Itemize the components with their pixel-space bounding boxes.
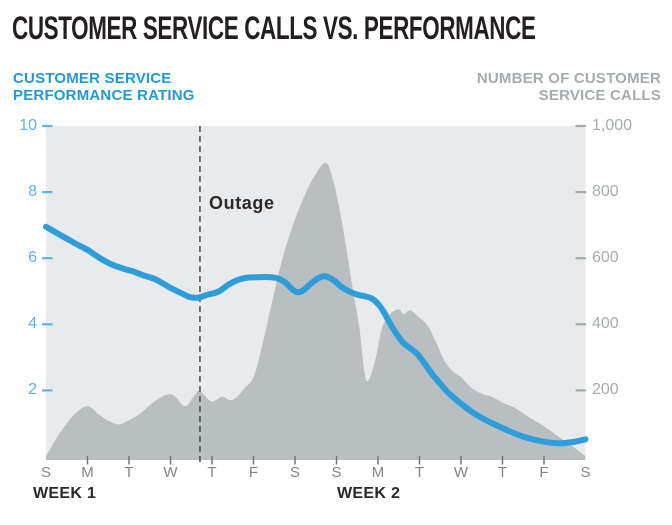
day-label: W <box>453 464 469 481</box>
left-axis-tick-label: 6 <box>28 249 37 267</box>
day-label: M <box>81 464 94 481</box>
right-axis-legend-line1: NUMBER OF CUSTOMER <box>476 70 661 87</box>
day-label: W <box>163 464 178 481</box>
chart-title: CUSTOMER SERVICE CALLS VS. PERFORMANCE <box>12 10 536 46</box>
day-label: T <box>497 464 508 481</box>
calls-area-series <box>46 162 586 460</box>
left-axis-tick-label: 10 <box>19 117 37 134</box>
left-axis-tick-label: 2 <box>28 381 37 399</box>
week1-label: WEEK 1 <box>33 485 97 502</box>
right-axis-tick-label: 1,000 <box>592 117 633 134</box>
day-label: F <box>539 464 549 481</box>
day-label: M <box>371 464 385 481</box>
right-axis-tick-label: 800 <box>592 183 619 201</box>
left-axis-legend: CUSTOMER SERVICE PERFORMANCE RATING <box>13 70 195 104</box>
day-label: T <box>207 464 217 481</box>
day-label: T <box>414 464 425 481</box>
right-axis-tick-label: 600 <box>592 249 619 267</box>
right-axis-legend: NUMBER OF CUSTOMER SERVICE CALLS <box>477 70 661 104</box>
right-axis-tick-label: 400 <box>592 315 619 333</box>
right-axis-legend-line2: SERVICE CALLS <box>538 87 661 104</box>
outage-label: Outage <box>209 193 275 213</box>
left-axis-tick-label: 8 <box>28 183 37 201</box>
right-axis-tick-dashes <box>575 124 586 392</box>
week2-label: WEEK 2 <box>337 485 401 502</box>
right-axis-tick-label: 200 <box>592 381 619 399</box>
left-axis-tick-label: 4 <box>28 315 37 333</box>
day-label: S <box>331 464 342 481</box>
day-label: F <box>248 464 259 481</box>
day-label: T <box>124 464 134 481</box>
day-label: S <box>580 464 591 481</box>
left-axis-tick-dashes <box>42 124 53 392</box>
performance-line-series <box>43 223 589 447</box>
day-label: S <box>40 464 51 481</box>
day-label: S <box>289 464 300 481</box>
x-axis-ticks <box>86 456 545 465</box>
left-axis-legend-line2: PERFORMANCE RATING <box>13 87 195 104</box>
left-axis-legend-line1: CUSTOMER SERVICE <box>13 70 172 87</box>
